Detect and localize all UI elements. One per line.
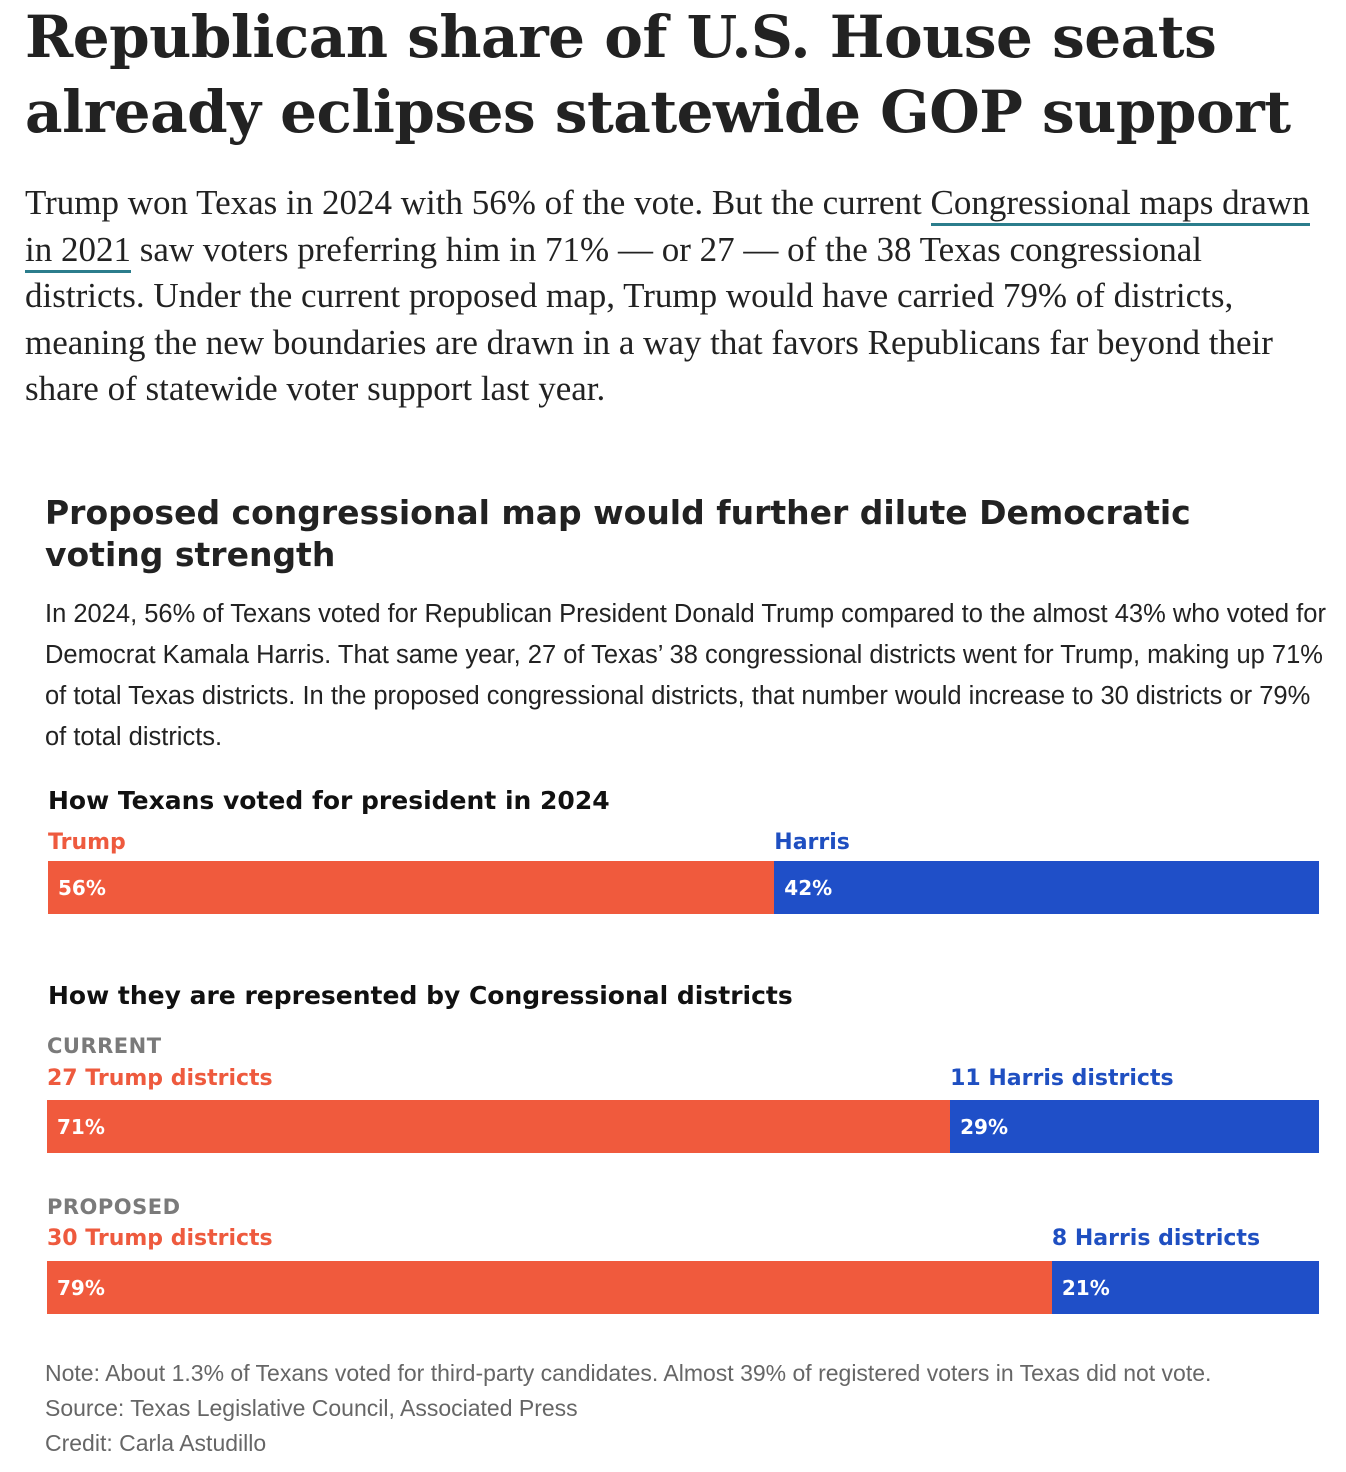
proposed-trump-segment: 79% [47, 1261, 1052, 1314]
source-text: Source: Texas Legislative Council, Assoc… [45, 1395, 578, 1421]
president-vote-bar: 56% 42% [48, 861, 1319, 914]
current-districts-bar: 71% 29% [47, 1100, 1319, 1153]
proposed-harris-value: 21% [1061, 1275, 1110, 1300]
harris-vote-value: 42% [784, 875, 833, 900]
harris-vote-segment: 42% [774, 861, 1319, 914]
current-trump-segment: 71% [47, 1100, 951, 1153]
lede-paragraph: Trump won Texas in 2024 with 56% of the … [25, 180, 1325, 413]
current-harris-districts-label: 11 Harris districts [950, 1066, 1174, 1091]
credit-text: Credit: Carla Astudillo [45, 1430, 267, 1456]
proposed-trump-districts-label: 30 Trump districts [47, 1226, 273, 1251]
districts-chart-title: How they are represented by Congressiona… [48, 981, 793, 1010]
proposed-harris-districts-label: 8 Harris districts [1051, 1226, 1261, 1251]
lede-text-after: saw voters preferring him in 71% — or 27… [25, 229, 1273, 409]
current-harris-segment: 29% [950, 1100, 1319, 1153]
proposed-harris-segment: 21% [1051, 1261, 1319, 1314]
proposed-districts-bar: 79% 21% [47, 1261, 1319, 1314]
proposed-trump-value: 79% [57, 1275, 105, 1300]
current-trump-districts-label: 27 Trump districts [47, 1066, 273, 1091]
proposed-group-label: PROPOSED [47, 1195, 181, 1219]
congressional-maps-link[interactable]: Congressional maps drawn in 2021 [25, 183, 1310, 273]
trump-vote-segment: 56% [48, 861, 775, 914]
current-trump-value: 71% [57, 1114, 105, 1139]
current-harris-value: 29% [960, 1114, 1008, 1139]
chart-card-title: Proposed congressional map would further… [45, 493, 1191, 574]
current-group-label: CURRENT [47, 1034, 162, 1058]
headline: Republican share of U.S. House seats alr… [25, 3, 1291, 146]
president-vote-chart-title: How Texans voted for president in 2024 [48, 786, 610, 815]
chart-card-description: In 2024, 56% of Texans voted for Republi… [45, 600, 1326, 751]
harris-label: Harris [774, 830, 850, 855]
trump-label: Trump [48, 830, 126, 855]
trump-vote-value: 56% [58, 875, 106, 900]
lede-text-before: Trump won Texas in 2024 with 56% of the … [25, 183, 931, 222]
note-text: Note: About 1.3% of Texans voted for thi… [45, 1360, 1212, 1386]
